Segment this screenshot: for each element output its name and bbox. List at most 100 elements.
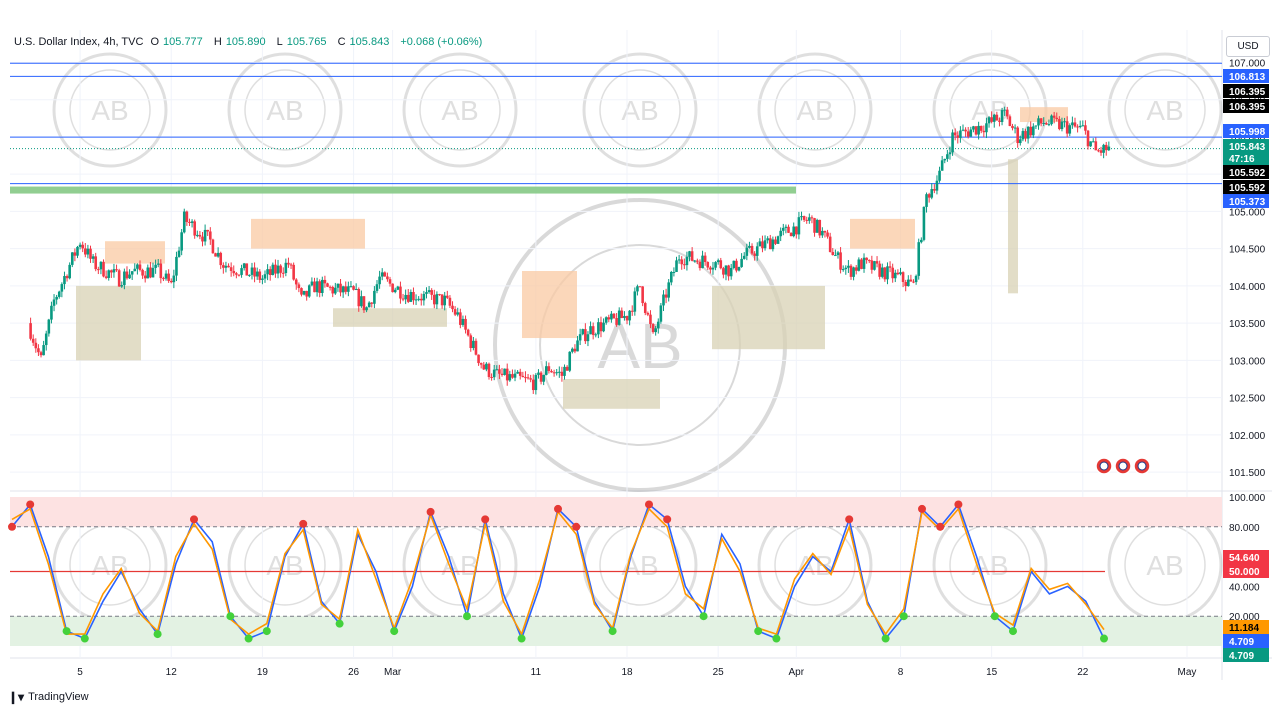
candle-body [1024, 131, 1027, 139]
candle-body [521, 375, 525, 378]
candle-body [430, 290, 433, 295]
candle-body [948, 152, 952, 155]
candle-body [284, 262, 288, 274]
candle-body [662, 294, 665, 306]
candle-body [1058, 119, 1061, 130]
candle-body [313, 281, 316, 293]
candle-body [188, 221, 191, 223]
candle-body [300, 288, 303, 295]
candle-body [1047, 124, 1051, 126]
oscillator-y-tick: 20.000 [1229, 612, 1260, 623]
supply-zone [251, 218, 365, 249]
candle-body [797, 217, 801, 235]
oversold-signal-dot [335, 619, 344, 628]
candle-body [133, 268, 137, 272]
candle-body [922, 206, 926, 240]
candle-body [344, 286, 348, 292]
candle-body [328, 286, 332, 288]
oversold-signal-dot [699, 612, 708, 621]
candle-body [409, 291, 413, 302]
candle-body [500, 373, 504, 375]
candle-body [102, 261, 105, 277]
candle-body [669, 271, 673, 283]
candle-body [224, 265, 228, 268]
candle-body [651, 324, 655, 333]
candle-body [839, 252, 842, 270]
candle-body [1068, 125, 1072, 134]
candle-body [964, 129, 967, 132]
price-axis-label-bg [1223, 99, 1269, 113]
candle-body [120, 285, 124, 287]
candle-body [537, 372, 540, 375]
candle-body [422, 293, 426, 301]
candle-body [982, 130, 986, 133]
candle-body [781, 227, 785, 231]
candle-body [508, 374, 512, 381]
oscillator-y-tick: 80.000 [1229, 523, 1260, 534]
candle-body [172, 275, 176, 283]
overbought-signal-dot [936, 522, 945, 531]
candle-body [784, 226, 788, 228]
oscillator-axis-label: 50.000 [1229, 567, 1260, 578]
candle-body [271, 264, 275, 275]
y-tick-label: 106.000 [1229, 133, 1266, 144]
candle-body [761, 241, 764, 249]
candle-body [834, 255, 837, 257]
candle-body [755, 246, 759, 256]
candle-body [149, 267, 152, 278]
candle-body [914, 275, 918, 283]
watermark-monogram: AB [441, 550, 478, 581]
candle-body [909, 279, 913, 282]
candle-body [880, 267, 884, 277]
candle-body [870, 260, 874, 270]
watermark-ring [582, 52, 698, 168]
candle-body [985, 123, 988, 133]
candle-body [789, 232, 793, 237]
candle-body [831, 251, 835, 256]
candle-body [1078, 125, 1082, 128]
candle-body [242, 263, 246, 269]
candle-body [1029, 126, 1033, 136]
candle-body [177, 250, 181, 257]
oscillator-axis-label: 11.184 [1229, 623, 1259, 634]
candle-body [972, 126, 975, 130]
candle-body [91, 256, 95, 259]
candle-body [727, 265, 730, 277]
candle-body [1037, 118, 1040, 126]
candle-body [659, 305, 663, 322]
candle-body [52, 299, 56, 306]
x-tick-label: 18 [621, 667, 633, 678]
candle-body [703, 255, 707, 263]
candle-body [685, 256, 689, 266]
symbol-label[interactable]: U.S. Dollar Index, 4h, TVC [14, 36, 144, 48]
candle-body [73, 252, 77, 256]
candle-body [117, 270, 121, 287]
candle-body [742, 255, 746, 259]
candle-body [933, 189, 936, 191]
candle-body [841, 269, 845, 271]
demand-zone [76, 285, 141, 361]
tradingview-logo[interactable]: ❙▾ TradingView [8, 690, 89, 704]
candle-body [672, 271, 676, 273]
candle-body [1084, 125, 1087, 131]
x-tick-label: Mar [384, 667, 402, 678]
candle-body [287, 262, 290, 265]
candle-body [68, 264, 71, 279]
open-label: O [150, 36, 160, 48]
candle-body [136, 264, 139, 269]
price-axis-label: 105.998 [1229, 127, 1266, 138]
watermark-monogram: AB [796, 550, 833, 581]
price-axis-label-bg [1223, 180, 1269, 194]
oscillator-axis-label-bg [1223, 550, 1269, 564]
candle-body [89, 248, 92, 259]
candle-body [57, 291, 61, 297]
candle-body [649, 314, 652, 325]
candle-body [516, 371, 519, 374]
candle-body [867, 260, 871, 262]
candle-body [151, 267, 155, 278]
currency-button[interactable]: USD [1226, 36, 1270, 57]
candle-body [912, 281, 915, 283]
watermark-inner-ring [244, 69, 326, 151]
